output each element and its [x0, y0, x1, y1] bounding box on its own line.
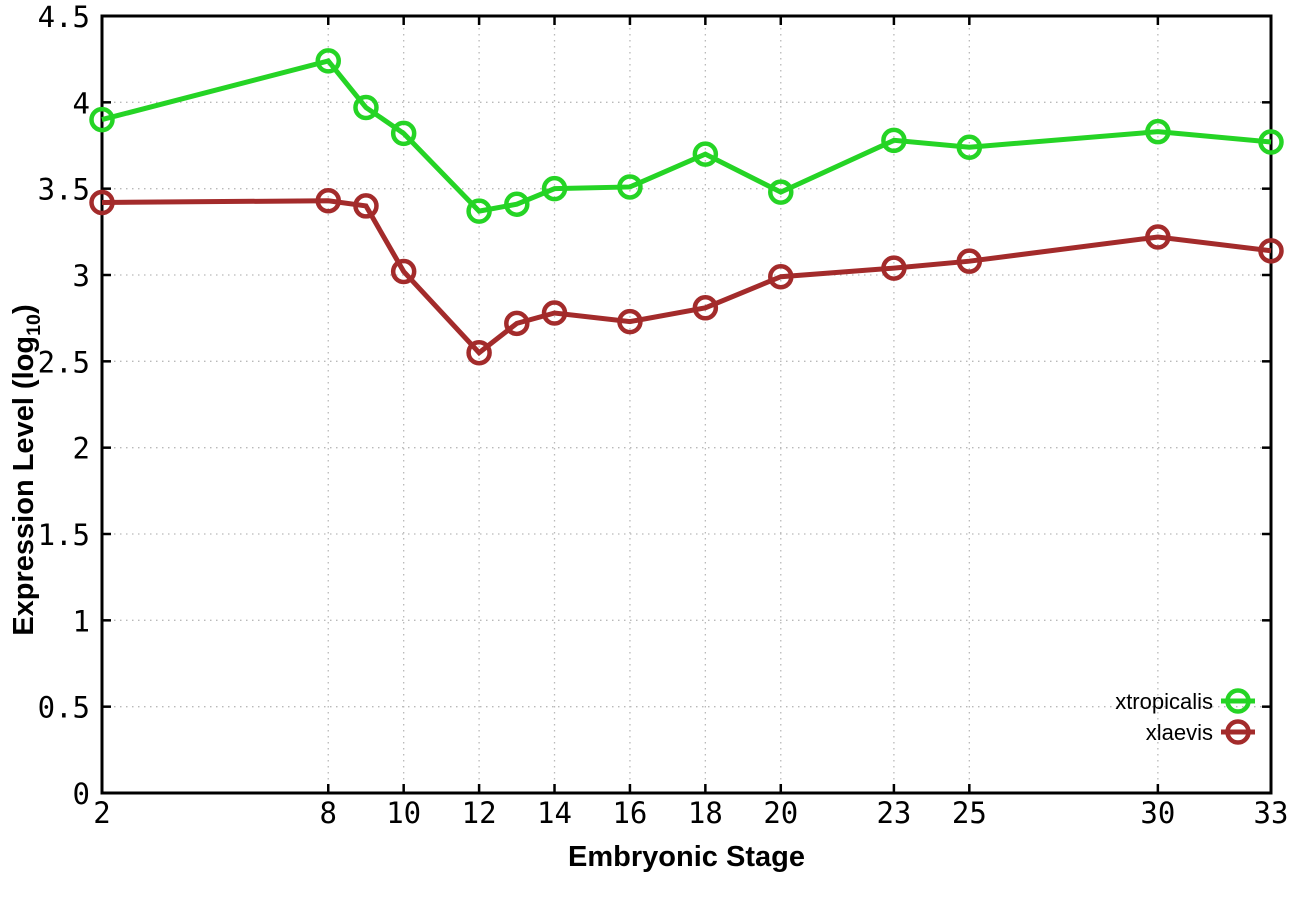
y-tick-label-2.5: 2.5: [38, 345, 90, 379]
x-tick-label-12: 12: [462, 796, 497, 830]
y-axis-title: Expression Level (log10): [8, 304, 46, 635]
data-point-xtropicalis-stage-12: [466, 198, 492, 224]
y-axis-title-subscript: 10: [22, 313, 45, 336]
data-point-xtropicalis-stage-2: [89, 106, 115, 133]
x-tick-label-16: 16: [612, 796, 647, 830]
x-tick-label-30: 30: [1140, 796, 1175, 830]
data-point-xtropicalis-stage-13: [504, 191, 530, 217]
x-tick-label-10: 10: [386, 796, 421, 830]
y-tick-label-4.5: 4.5: [38, 0, 90, 34]
y-axis-title-text: Expression Level (log: [8, 335, 41, 636]
data-point-xtropicalis-stage-30: [1145, 118, 1171, 145]
x-tick-label-14: 14: [537, 796, 572, 830]
data-point-xtropicalis-stage-10: [390, 120, 417, 147]
y-tick-label-3: 3: [73, 259, 90, 293]
series-xtropicalis: [89, 48, 1284, 224]
legend: xtropicalis xlaevis: [1115, 688, 1255, 745]
x-tick-label-20: 20: [763, 796, 798, 830]
data-point-xlaevis-stage-16: [617, 308, 643, 335]
legend-marker-xtropicalis: [1225, 688, 1251, 714]
x-tick-label-2: 2: [93, 796, 110, 830]
data-point-xtropicalis-stage-14: [541, 175, 568, 202]
x-tick-label-33: 33: [1254, 796, 1289, 830]
data-point-xlaevis-stage-25: [956, 248, 983, 274]
data-point-xlaevis-stage-9: [353, 193, 379, 219]
tick-labels: 2 8 10 12 14 16 18 20 23 25 30 33 0 0.5 1 1.5 2 2.5 3 3.5 4 4…: [38, 0, 1289, 830]
data-point-xlaevis-stage-18: [692, 295, 719, 321]
data-point-xlaevis-stage-2: [89, 189, 115, 216]
data-point-xtropicalis-stage-25: [956, 134, 983, 160]
data-point-xlaevis-stage-10: [390, 258, 417, 285]
x-tick-label-18: 18: [688, 796, 723, 830]
y-axis-title-suffix: ): [8, 304, 41, 314]
data-point-xlaevis-stage-30: [1145, 224, 1171, 250]
series-xlaevis: [89, 188, 1284, 366]
y-tick-label-0: 0: [73, 777, 90, 811]
legend-entry-xtropicalis: xtropicalis: [1115, 688, 1255, 714]
y-tick-label-4: 4: [73, 86, 90, 120]
data-point-xlaevis-stage-8: [315, 188, 342, 214]
legend-label-xtropicalis: xtropicalis: [1115, 689, 1213, 714]
plot-border: [100, 14, 1273, 795]
y-tick-label-1.5: 1.5: [38, 518, 90, 552]
y-tick-label-2: 2: [73, 432, 90, 466]
data-point-xlaevis-stage-14: [541, 300, 568, 326]
data-point-xtropicalis-stage-8: [315, 48, 342, 74]
data-point-xlaevis-stage-13: [504, 310, 530, 337]
legend-label-xlaevis: xlaevis: [1146, 720, 1213, 745]
gridlines: [101, 15, 1272, 794]
data-point-xlaevis-stage-12: [466, 339, 492, 366]
data-point-xtropicalis-stage-9: [353, 94, 379, 121]
data-point-xtropicalis-stage-16: [617, 174, 643, 200]
data-point-xlaevis-stage-33: [1258, 238, 1284, 264]
x-axis-title: Embryonic Stage: [568, 841, 805, 873]
legend-entry-xlaevis: xlaevis: [1146, 719, 1255, 745]
series-line-xlaevis: [101, 198, 1272, 357]
y-tick-label-3.5: 3.5: [38, 173, 90, 207]
tick-marks: [100, 14, 1273, 795]
x-tick-label-25: 25: [952, 796, 987, 830]
data-point-xtropicalis-stage-18: [692, 141, 719, 167]
data-point-xlaevis-stage-23: [881, 255, 907, 281]
x-tick-label-8: 8: [320, 796, 337, 830]
data-point-xtropicalis-stage-20: [768, 179, 794, 205]
data-point-xtropicalis-stage-23: [881, 127, 907, 154]
data-point-xlaevis-stage-20: [768, 263, 794, 290]
y-tick-label-1: 1: [73, 604, 90, 638]
legend-marker-xlaevis: [1225, 719, 1251, 745]
x-tick-label-23: 23: [876, 796, 911, 830]
y-tick-label-0.5: 0.5: [38, 691, 90, 725]
data-point-xtropicalis-stage-33: [1258, 129, 1284, 155]
